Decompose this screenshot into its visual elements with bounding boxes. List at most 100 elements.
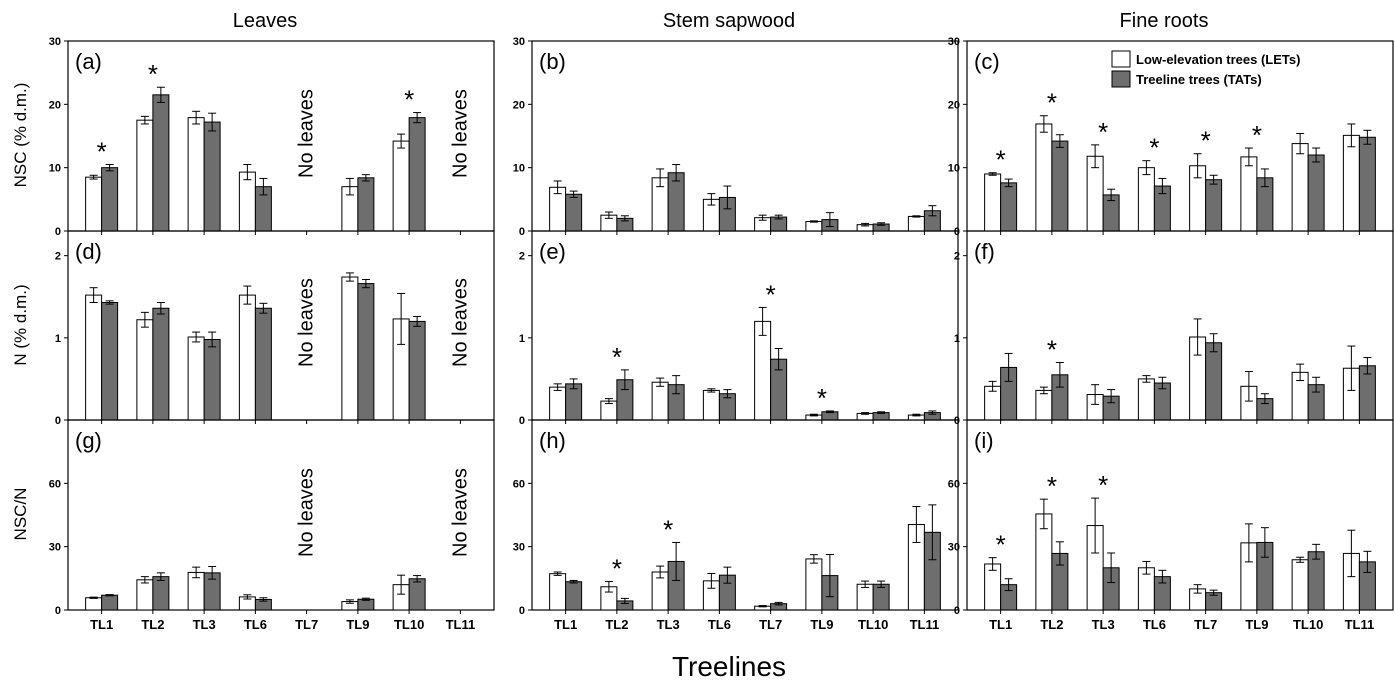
no-leaves-label: No leaves [449,468,471,557]
x-tick-label: TL10 [394,617,424,632]
y-tick-label: 2 [519,251,525,263]
panel-label: (f) [974,239,995,264]
panel-label: (b) [539,49,566,74]
bar-let [856,583,874,611]
panel-f: 0 1 2 (f) * [954,230,1394,427]
bar-let [187,117,205,232]
bar-let [238,171,256,232]
panel-frame [67,40,495,232]
panel-h: 0 30 60 (h) TL1 TL2 * TL3 * TL6 TL7 TL9 TL10 TL11 [513,419,959,632]
bar-let [1342,134,1360,232]
bar-let [702,389,720,421]
y-tick-label: 0 [55,415,61,427]
legend-label-lets: Low-elevation trees (LETs) [1136,52,1300,67]
significance-marker: * [1047,334,1057,364]
panel-g: 0 30 60 (g) TL1 TL2 TL3 TL6 TL7 No leaves TL9 TL10 T… [49,419,495,632]
panel-frame [531,230,959,421]
bar-let [984,173,1002,232]
bar-tat [1307,551,1325,611]
legend: Low-elevation trees (LETs) Treeline tree… [1111,50,1300,88]
panel-c: 0 10 20 30 (c) * * * * * * [948,36,1394,238]
significance-marker: * [1047,88,1057,118]
bar-tat [565,193,583,232]
panel-frame [966,230,1394,421]
x-tick-label: TL1 [989,617,1012,632]
panel-a: 0 10 20 30 (a) * * No leaves * No leaves [49,36,495,238]
x-tick-label: TL3 [1092,617,1115,632]
y-tick-label: 30 [513,542,525,554]
x-tick-label: TL6 [244,617,267,632]
significance-marker: * [1149,133,1159,163]
y-tick-label: 10 [513,163,525,175]
no-leaves-label: No leaves [449,89,471,178]
bar-let [984,563,1002,611]
y-tick-label: 30 [49,542,61,554]
x-tick-label: TL10 [858,617,888,632]
significance-marker: * [1252,120,1262,150]
bar-let [341,276,359,421]
bar-let [136,119,154,232]
bar-let [238,294,256,421]
no-leaves-label: No leaves [296,89,318,178]
panel-label: (i) [974,428,994,453]
x-tick-label: TL7 [1194,617,1217,632]
y-tick-label: 0 [519,605,525,617]
bar-let [1137,378,1155,421]
legend-swatch-lets [1111,50,1131,68]
bar-let [754,320,772,421]
panel-label: (d) [75,239,102,264]
no-leaves-label: No leaves [449,278,471,367]
y-tick-label: 20 [948,99,960,111]
y-tick-label: 0 [954,226,960,238]
y-tick-label: 10 [948,163,960,175]
bar-tat [101,594,119,611]
column-title-leaves: Leaves [233,10,298,32]
panel-label: (e) [539,239,566,264]
panel-b: 0 10 20 30 (b) [513,36,959,238]
x-tick-label: TL9 [810,617,833,632]
bar-tat [254,307,272,421]
x-tick-label: TL2 [141,617,164,632]
y-tick-label: 0 [55,605,61,617]
x-tick-label: TL2 [605,617,628,632]
bar-tat [408,117,426,232]
bar-tat [408,320,426,421]
y-tick-label: 20 [49,99,61,111]
y-tick-label: 30 [948,542,960,554]
significance-marker: * [97,137,107,167]
y-tick-label: 0 [519,415,525,427]
bar-tat [565,581,583,611]
significance-marker: * [996,530,1006,560]
bar-let [651,381,669,421]
panel-e: 0 1 2 (e) * * * [519,230,959,427]
panel-frame [966,40,1394,232]
bar-tat [872,583,890,611]
bar-tat [152,576,170,611]
x-tick-label: TL11 [446,617,476,632]
x-tick-label: TL9 [1245,617,1268,632]
y-tick-label: 60 [513,478,525,490]
y-tick-label: 1 [954,333,960,345]
bar-tat [1307,154,1325,232]
no-leaves-label: No leaves [296,278,318,367]
ylabel-nsc-n: NSC/N [11,488,30,541]
bar-tat [101,301,119,421]
ylabel-n: N (% d.m.) [11,284,30,365]
bar-let [907,215,925,232]
panel-label: (g) [75,428,102,453]
y-tick-label: 1 [55,333,61,345]
bar-tat [408,578,426,611]
bar-let [85,597,103,611]
bar-let [549,573,567,611]
panel-frame [67,230,495,421]
panel-frame [531,419,959,611]
y-tick-label: 1 [519,333,525,345]
x-tick-label: TL11 [910,617,940,632]
x-tick-label: TL1 [90,617,113,632]
x-tick-label: TL3 [193,617,216,632]
bar-let [549,386,567,421]
panel-label: (a) [75,49,102,74]
y-tick-label: 0 [519,226,525,238]
x-tick-label: TL9 [346,617,369,632]
significance-marker: * [148,59,158,89]
